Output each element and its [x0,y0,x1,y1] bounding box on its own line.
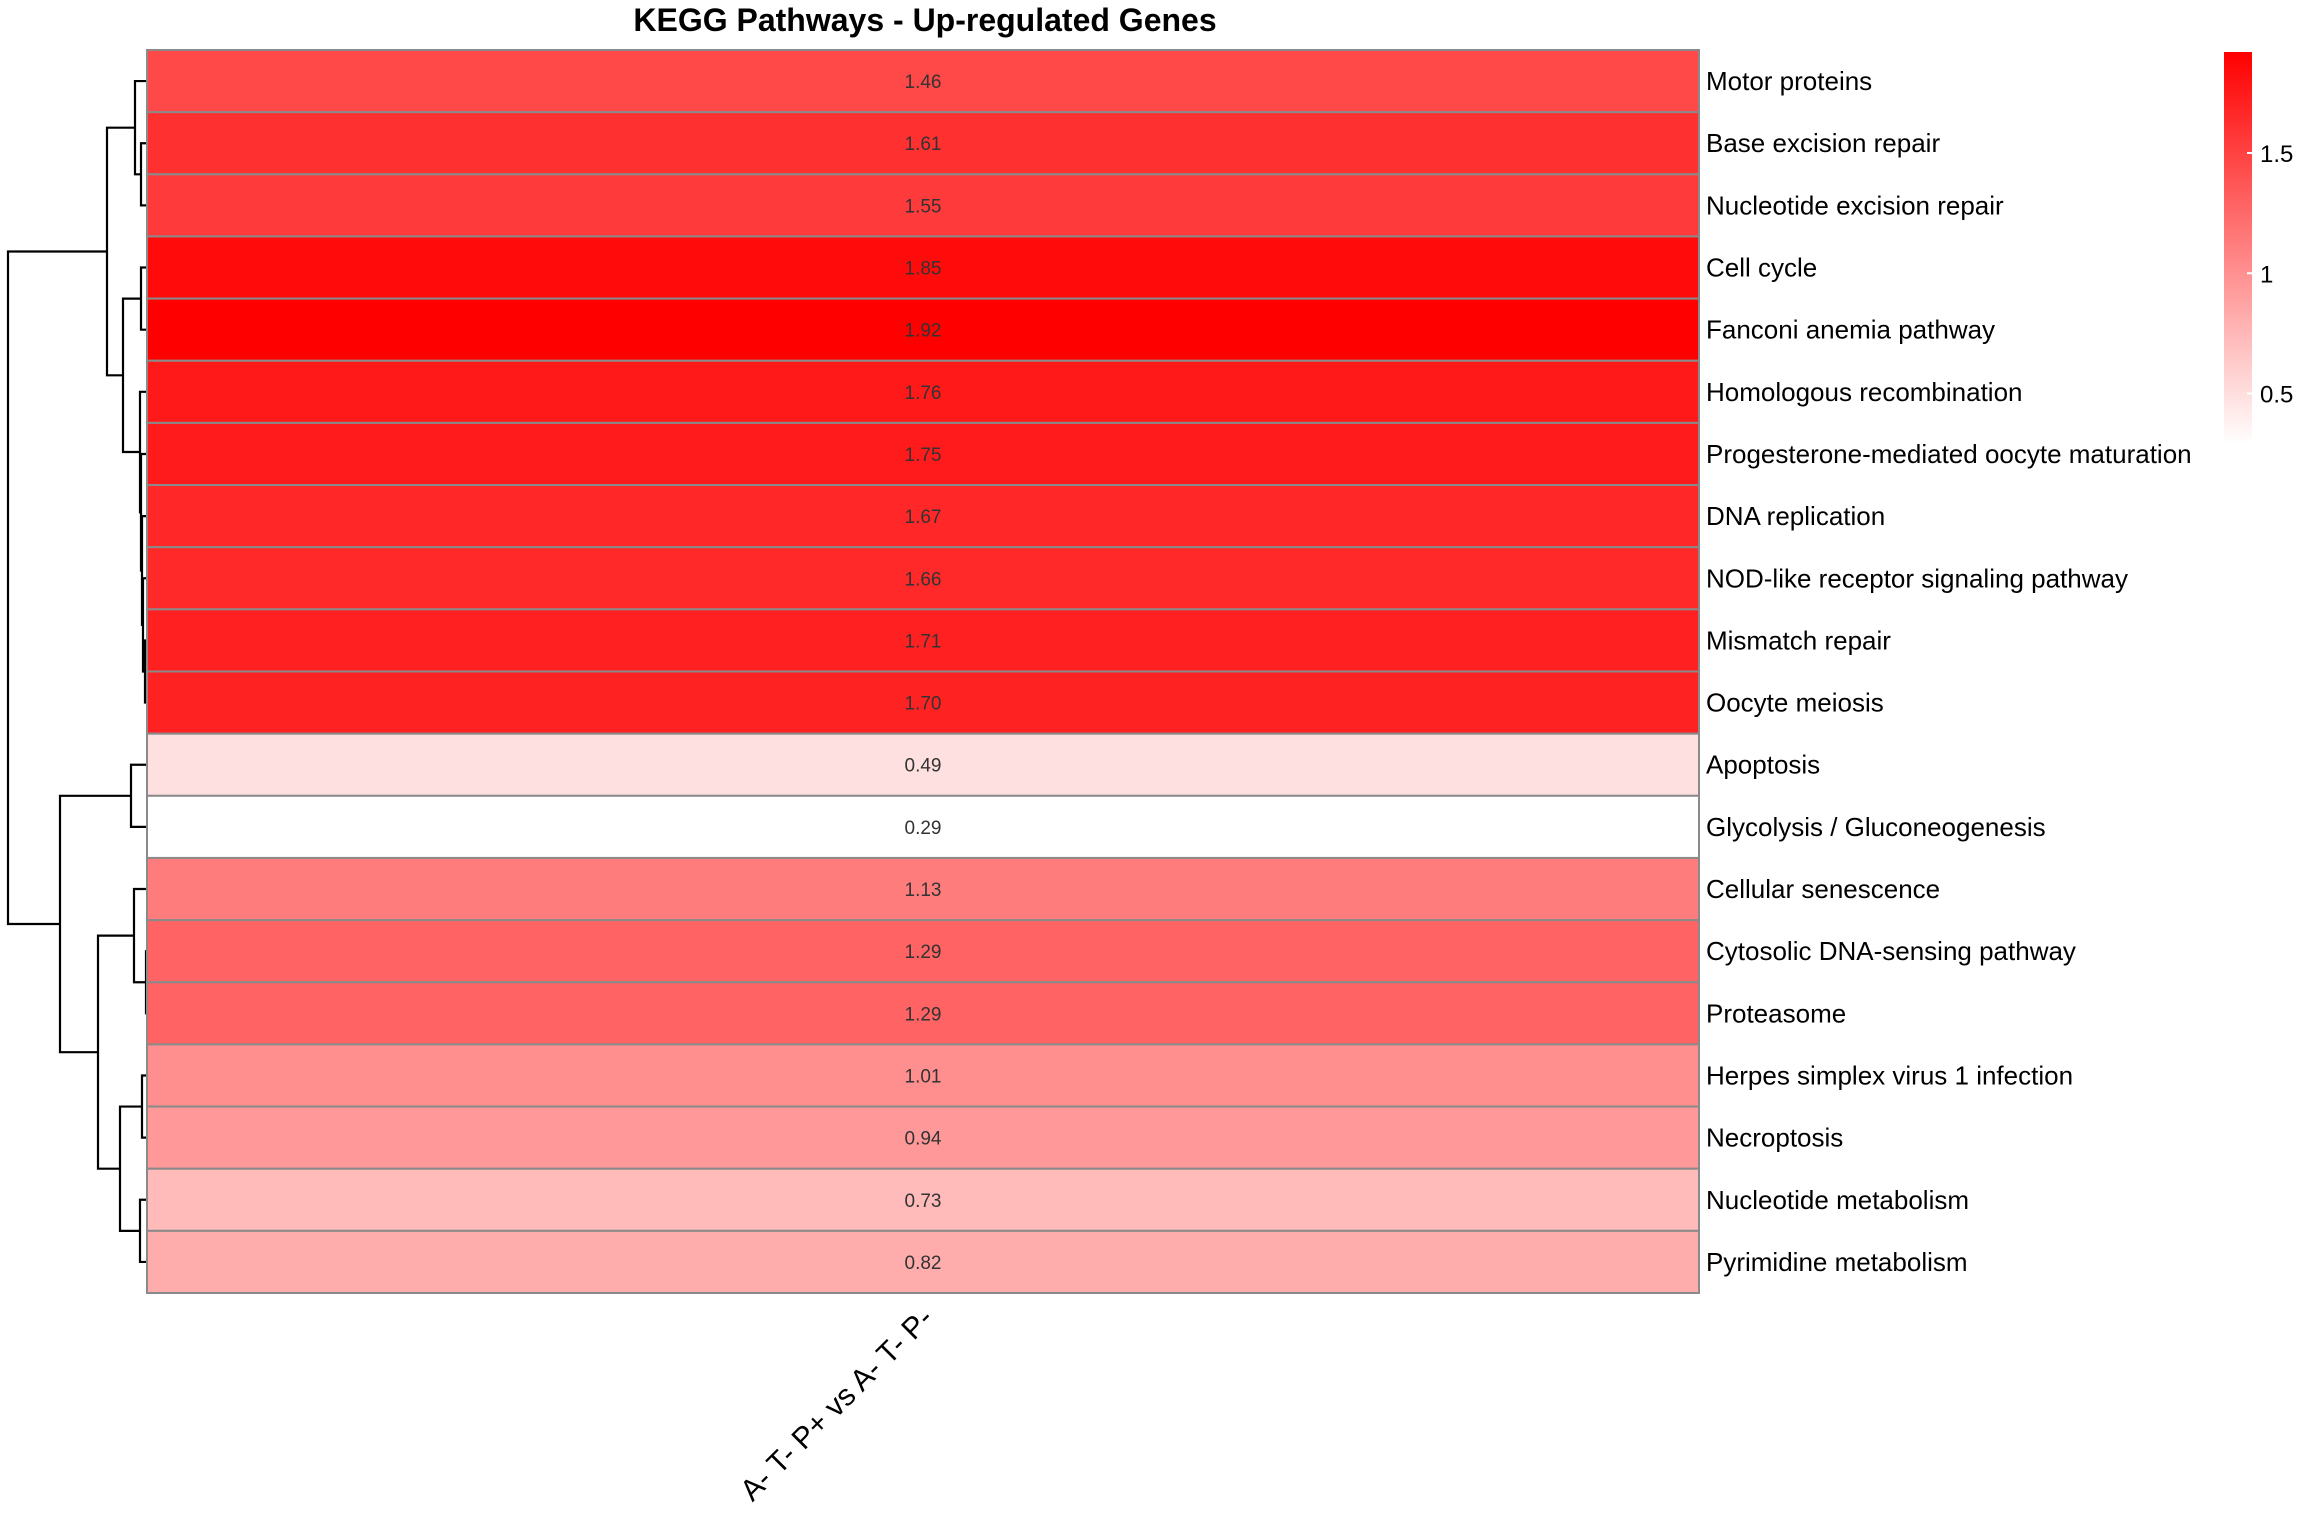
heatmap-cell [146,856,1700,922]
dendrogram-branch [121,297,141,454]
row-label: Oocyte meiosis [1706,688,1884,718]
cell-value-label: 1.75 [905,445,942,466]
row-label: Proteasome [1706,998,1846,1028]
dendrogram-branch [105,126,135,377]
heatmap-cell [146,670,1700,735]
dendrogram-branch [138,390,147,514]
cell-value-label: 1.85 [905,259,942,280]
colorbar-tick-label: 1 [2260,261,2273,288]
row-label: Cytosolic DNA-sensing pathway [1706,936,2076,966]
dendrogram-branch [58,794,131,1054]
heatmap-cells: 1.46 1.61 1.55 1.85 1.92 1.76 1.75 1.67 1.66 1.71… [146,49,1700,1294]
colorbar-tick-label: 1.5 [2260,141,2293,168]
row-label: Motor proteins [1706,66,1872,96]
cell-value-label: 1.01 [905,1066,942,1087]
heatmap-cell [146,297,1700,362]
row-label: Progesterone-mediated oocyte maturation [1706,439,2192,469]
chart-title: KEGG Pathways - Up-regulated Genes [633,2,1216,38]
heatmap-cell [146,546,1700,611]
row-label: Nucleotide metabolism [1706,1185,1969,1215]
row-label: Base excision repair [1706,128,1940,158]
column-label: A- T- P+ vs A- T- P- [734,1302,940,1508]
row-label: Fanconi anemia pathway [1706,315,1995,345]
heatmap-cell [146,421,1700,487]
heatmap-cell [146,359,1700,424]
column-labels: A- T- P+ vs A- T- P- [734,1302,940,1508]
row-label: Necroptosis [1706,1123,1843,1153]
row-label: Homologous recombination [1706,377,2023,407]
row-label: DNA replication [1706,501,1885,531]
row-labels: Motor proteins Base excision repair Nucleo… [1706,66,2192,1277]
cell-value-label: 1.70 [905,694,942,715]
heatmap-cell [146,1229,1700,1294]
cell-value-label: 1.66 [905,569,942,590]
row-label: Nucleotide excision repair [1706,190,2004,220]
colorbar-tick-label: 0.5 [2260,381,2293,408]
cell-value-label: 1.55 [905,196,942,217]
cell-value-label: 0.94 [905,1129,942,1150]
heatmap-cell [146,235,1700,300]
dendrogram-branch [129,763,147,828]
cell-value-label: 1.61 [905,134,942,155]
colorbar-gradient [2224,52,2252,444]
row-label: Glycolysis / Gluconeogenesis [1706,812,2046,842]
row-label: Mismatch repair [1706,625,1891,655]
heatmap-cell [146,49,1700,114]
heatmap-cell [146,919,1700,984]
dendrogram-branch [96,934,134,1170]
heatmap-cell [146,981,1700,1046]
cell-value-label: 1.46 [905,72,942,93]
dendrogram-branch [118,1105,142,1232]
dendrogram-branch [6,250,107,926]
row-label: Apoptosis [1706,750,1820,780]
cell-value-label: 1.71 [905,631,942,652]
cell-value-label: 0.82 [905,1253,942,1274]
heatmap-cell [146,732,1700,797]
colorbar-legend: 0.5 1 1.5 [2224,52,2293,444]
heatmap-cell [146,1105,1700,1170]
dendrogram-branch [138,1198,147,1264]
heatmap-cell [146,1167,1700,1232]
cell-value-label: 1.13 [905,880,942,901]
heatmap-cell [146,794,1700,859]
heatmap-cell [146,608,1700,673]
cell-value-label: 1.67 [905,507,942,528]
row-label: Cell cycle [1706,253,1817,283]
cell-value-label: 0.29 [905,818,942,839]
heatmap-cell [146,484,1700,549]
cell-value-label: 0.73 [905,1191,942,1212]
row-dendrogram [6,79,148,1264]
cell-value-label: 1.76 [905,383,942,404]
row-label: Pyrimidine metabolism [1706,1247,1968,1277]
cell-value-label: 1.29 [905,942,942,963]
heatmap-cell [146,111,1700,176]
cell-value-label: 0.49 [905,756,942,777]
row-label: Herpes simplex virus 1 infection [1706,1060,2073,1090]
cell-value-label: 1.92 [905,321,942,342]
row-label: Cellular senescence [1706,874,1940,904]
row-label: NOD-like receptor signaling pathway [1706,563,2128,593]
cell-value-label: 1.29 [905,1004,942,1025]
